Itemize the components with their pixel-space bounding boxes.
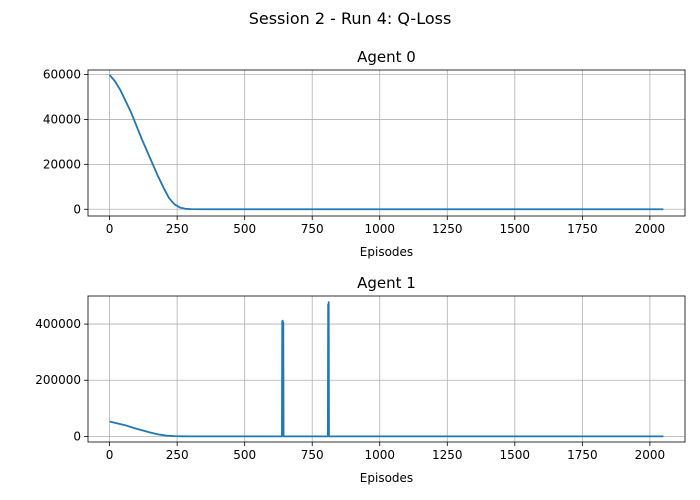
x-tick-label: 1000 — [364, 222, 395, 236]
x-tick-label: 0 — [106, 222, 114, 236]
axes-frame — [87, 295, 686, 443]
y-tick-label: 400000 — [35, 317, 81, 331]
x-tick-label: 1500 — [500, 222, 531, 236]
y-tick-label: 200000 — [35, 373, 81, 387]
x-tick-label: 250 — [166, 222, 189, 236]
y-tick-label: 0 — [73, 429, 81, 443]
subplot-title: Agent 1 — [357, 274, 416, 292]
x-tick-label: 500 — [233, 222, 256, 236]
x-tick-label: 750 — [301, 448, 324, 462]
x-tick-label: 750 — [301, 222, 324, 236]
x-tick-label: 1750 — [567, 222, 598, 236]
x-tick-label: 250 — [166, 448, 189, 462]
x-tick-label: 1500 — [500, 448, 531, 462]
x-tick-label: 1750 — [567, 448, 598, 462]
x-tick-label: 500 — [233, 448, 256, 462]
y-tick-label: 40000 — [43, 112, 81, 126]
figure-suptitle: Session 2 - Run 4: Q-Loss — [249, 9, 452, 28]
x-tick-label: 1250 — [432, 448, 463, 462]
x-axis-label: Episodes — [360, 471, 413, 485]
x-tick-label: 1250 — [432, 222, 463, 236]
x-tick-label: 1000 — [364, 448, 395, 462]
x-axis-label: Episodes — [360, 245, 413, 259]
agent-0-subplot: 0 250 500 750 1000 1250 1500 1750 20000200004000… — [43, 48, 686, 259]
y-tick-label: 0 — [73, 202, 81, 216]
y-tick-label: 60000 — [43, 67, 81, 81]
x-tick-label: 2000 — [635, 448, 666, 462]
subplot-title: Agent 0 — [357, 48, 416, 66]
series-line — [108, 74, 664, 211]
axes-frame — [87, 69, 686, 217]
y-tick-label: 20000 — [43, 157, 81, 171]
x-tick-label: 0 — [106, 448, 114, 462]
agent-1-subplot: 0 250 500 750 1000 1250 1500 1750 2000 0 200000 400… — [35, 274, 686, 485]
series-line — [109, 301, 664, 438]
x-tick-label: 2000 — [635, 222, 666, 236]
